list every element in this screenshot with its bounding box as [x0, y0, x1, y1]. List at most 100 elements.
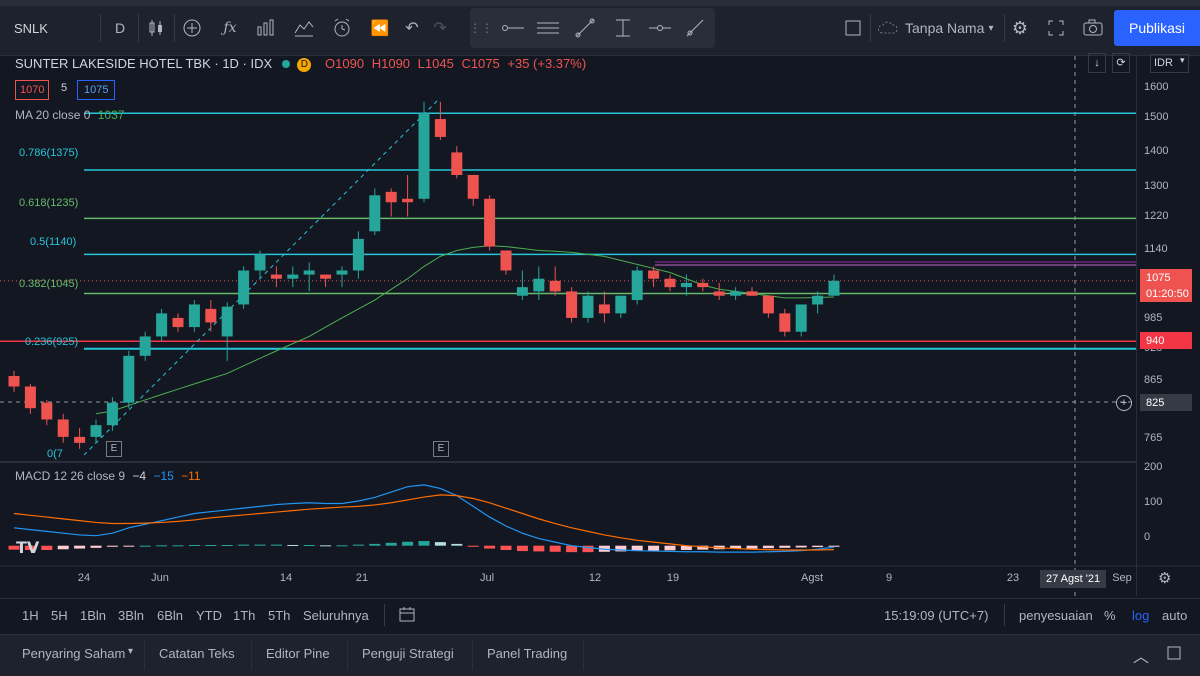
symbol-search-button[interactable]: SNLK [14, 20, 48, 36]
range-1h[interactable]: 1H [22, 608, 39, 623]
compare-add-icon[interactable] [180, 14, 204, 42]
candle-body [762, 295, 774, 314]
macd-histogram-bar [270, 544, 282, 546]
percent-toggle[interactable]: % [1104, 608, 1116, 623]
templates-icon[interactable] [292, 14, 316, 42]
range-1bln[interactable]: 1Bln [80, 608, 107, 623]
date-label: 21 [355, 572, 369, 584]
reset-chart-icon[interactable]: ⟳ [1112, 53, 1130, 73]
macd-histogram-bar [352, 544, 364, 546]
layout-name[interactable]: Tanpa Nama [905, 20, 985, 36]
candle-body [238, 270, 250, 305]
auto-toggle[interactable]: auto [1162, 608, 1188, 623]
last-price-tag: 1075 [1140, 269, 1192, 286]
alert-price-tag[interactable]: 940 [1140, 332, 1192, 349]
fullscreen-square-icon[interactable] [842, 14, 864, 42]
macd-axis-label: 100 [1144, 496, 1163, 508]
parallel-channel-icon[interactable] [533, 14, 563, 42]
redo-icon[interactable]: ↷ [433, 20, 447, 37]
bar-countdown-tag: 01:20:50 [1140, 285, 1192, 302]
settings-gear-icon[interactable]: ⚙ [1011, 17, 1029, 38]
go-to-date-icon[interactable] [398, 605, 416, 626]
clock-timezone[interactable]: 15:19:09 (UTC+7) [884, 608, 989, 623]
range-5h[interactable]: 5H [51, 608, 68, 623]
camera-snapshot-icon[interactable] [1080, 14, 1106, 42]
collapse-panel-chevron-up-icon[interactable]: ︿ [1133, 649, 1150, 666]
range-all[interactable]: Seluruhnya [303, 608, 369, 623]
candle-body [713, 291, 725, 296]
ask-price-box[interactable]: 1075 [77, 80, 116, 100]
currency-selector[interactable]: IDR [1150, 54, 1189, 73]
horizontal-ray-icon[interactable] [498, 14, 528, 42]
price-axis[interactable] [1136, 56, 1200, 596]
maximize-panel-icon[interactable] [1166, 645, 1182, 664]
tab-stock-screener[interactable]: Penyaring Saham [22, 646, 126, 661]
range-6bln[interactable]: 6Bln [157, 608, 184, 623]
tradingview-logo-icon[interactable]: 𝗧𝗩 [16, 540, 40, 557]
candle-body [139, 336, 151, 356]
tab-strategy-tester[interactable]: Penguji Strategi [362, 646, 454, 661]
symbol-title: SUNTER LAKESIDE HOTEL TBK · 1D · IDX [15, 56, 273, 71]
add-alert-plus-icon[interactable]: + [1116, 395, 1132, 411]
ma-legend[interactable]: MA 20 close 0 1037 [15, 108, 124, 122]
horizontal-line-icon[interactable] [645, 14, 675, 42]
tab-pine-editor[interactable]: Editor Pine [266, 646, 330, 661]
close-value: C1075 [461, 56, 500, 71]
earnings-marker[interactable]: E [106, 441, 122, 457]
candle-body [303, 270, 315, 275]
ma-value: 1037 [97, 108, 125, 122]
macd-histogram-bar [74, 545, 86, 549]
candle-body [123, 355, 135, 403]
candle-body [57, 419, 69, 437]
trend-line-icon[interactable] [570, 14, 600, 42]
fullscreen-expand-icon[interactable] [1044, 14, 1068, 42]
crosshair-price-tag: 825 [1140, 394, 1192, 411]
bid-price-box[interactable]: 1070 [15, 80, 50, 100]
scroll-down-icon[interactable]: ↓ [1088, 53, 1106, 73]
macd-signal-line [13, 494, 835, 551]
screener-chevron-icon[interactable]: ▾ [128, 646, 134, 657]
undo-icon[interactable]: ↶ [405, 20, 419, 37]
interval-button[interactable]: D [114, 20, 126, 36]
macd-legend[interactable]: MACD 12 26 close 9 −4 −15 −11 [15, 469, 201, 483]
tab-trading-panel[interactable]: Panel Trading [487, 646, 568, 661]
macd-histogram-bar [8, 545, 20, 550]
ray-line-icon[interactable] [680, 14, 710, 42]
range-5th[interactable]: 5Th [268, 608, 291, 623]
candle-body [697, 282, 709, 288]
alert-clock-icon[interactable] [330, 14, 354, 42]
open-value: O1090 [325, 56, 365, 71]
range-1th[interactable]: 1Th [233, 608, 256, 623]
range-3bln[interactable]: 3Bln [118, 608, 145, 623]
earnings-marker[interactable]: E [433, 441, 449, 457]
macd-histogram-bar [484, 545, 496, 549]
replay-icon[interactable]: ⏪ [370, 20, 390, 37]
macd-histogram-bar [746, 545, 758, 549]
candle-body [746, 291, 758, 296]
market-open-dot-icon [281, 60, 290, 68]
tab-text-notes[interactable]: Catatan Teks [159, 646, 235, 661]
axis-settings-gear-icon[interactable]: ⚙ [1158, 570, 1172, 587]
date-label: Agst [800, 572, 824, 584]
candle-body [664, 278, 676, 288]
candle-body [549, 280, 561, 292]
financials-icon[interactable] [254, 14, 278, 42]
layout-menu-chevron-icon[interactable]: ▾ [988, 22, 994, 34]
candle-type-icon[interactable] [144, 14, 168, 42]
price-range-icon[interactable] [608, 14, 638, 42]
price-label: 1400 [1144, 145, 1169, 157]
candle-body [41, 402, 53, 420]
currency-chevron-icon[interactable]: ▾ [1180, 55, 1185, 65]
macd-histogram-bar [41, 545, 53, 550]
macd-value-hist: −4 [132, 469, 147, 483]
range-ytd[interactable]: YTD [196, 608, 222, 623]
price-label: 765 [1144, 432, 1163, 444]
indicators-fx-icon[interactable]: ƒx [223, 20, 237, 36]
adjust-toggle[interactable]: penyesuaian [1019, 608, 1093, 623]
publish-button[interactable]: Publikasi [1114, 10, 1200, 46]
price-label: 1300 [1144, 180, 1169, 192]
drag-handle-icon[interactable]: ⋮⋮ [469, 21, 493, 35]
chart-canvas[interactable] [0, 56, 1200, 596]
log-toggle[interactable]: log [1132, 608, 1150, 623]
price-label: 1220 [1144, 210, 1169, 222]
